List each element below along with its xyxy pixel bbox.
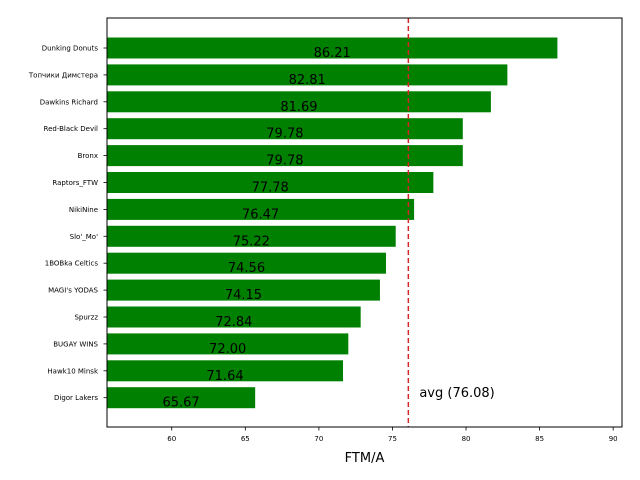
data-label-9: 74.15: [225, 288, 262, 303]
data-label-4: 79.78: [266, 154, 303, 169]
x-axis-title: FTM/A: [345, 451, 385, 466]
bar-13: [107, 387, 256, 409]
y-tick-label-4: Bronx: [78, 152, 98, 160]
x-tick-label-4: 80: [462, 435, 471, 443]
y-tick-label-12: Hawk10 Minsk: [47, 367, 99, 375]
x-tick-label-2: 70: [314, 435, 323, 443]
data-label-6: 76.47: [242, 207, 279, 222]
bar-5: [107, 172, 434, 193]
x-tick-label-3: 75: [388, 435, 397, 443]
plot-frame: [106, 17, 623, 428]
bar-7: [107, 225, 396, 247]
y-tick-label-13: Digor Lakers: [54, 394, 98, 402]
y-tick-label-6: NikiNine: [69, 206, 98, 214]
data-label-12: 71.64: [206, 369, 243, 384]
data-label-10: 72.84: [215, 315, 252, 330]
data-label-11: 72.00: [209, 342, 246, 357]
x-tick-label-1: 65: [241, 435, 250, 443]
data-labels-layer: 86.21 82.81 81.69 79.78 79.78 77.78 76.47 75.22…: [162, 46, 350, 411]
y-tick-label-1: Топчики Димстера: [28, 71, 98, 79]
y-tick-label-3: Red-Black Devil: [44, 125, 99, 133]
data-label-7: 75.22: [233, 234, 270, 249]
bar-3: [107, 118, 463, 140]
y-tick-label-11: BUGAY WINS: [53, 340, 98, 348]
y-tick-label-0: Dunking Donuts: [42, 45, 99, 53]
bars-layer: [107, 37, 558, 409]
y-tick-label-7: Slo'_Mo': [70, 233, 98, 241]
data-label-8: 74.56: [228, 261, 265, 276]
y-tick-label-2: Dawkins Richard: [40, 98, 98, 106]
bar-8: [107, 252, 386, 274]
average-reference-label: avg (76.08): [419, 386, 494, 401]
x-tick-label-0: 60: [167, 435, 176, 443]
bar-0: [107, 37, 558, 59]
bar-6: [107, 198, 415, 220]
bar-2: [107, 91, 491, 113]
bar-1: [107, 64, 508, 86]
x-tick-label-5: 85: [535, 435, 544, 443]
y-tick-label-8: 1BOBka Celtics: [45, 260, 99, 268]
data-label-13: 65.67: [162, 396, 199, 411]
data-label-1: 82.81: [289, 73, 326, 88]
data-label-5: 77.78: [252, 181, 289, 196]
y-tick-label-9: MAGI's YODAS: [48, 287, 98, 295]
x-axis-ticks: 60 65 70 75 80 85 90: [167, 427, 618, 443]
bar-12: [107, 360, 344, 382]
y-tick-label-5: Raptors_FTW: [52, 179, 98, 187]
bar-10: [107, 306, 361, 328]
x-tick-label-6: 90: [609, 435, 618, 443]
bar-9: [107, 279, 380, 301]
y-tick-label-10: Spurzz: [74, 314, 98, 322]
bar-4: [107, 145, 463, 167]
data-label-0: 86.21: [314, 46, 351, 61]
bar-11: [107, 333, 349, 355]
data-label-2: 81.69: [280, 100, 317, 115]
data-label-3: 79.78: [266, 127, 303, 142]
y-axis-ticks: Dunking Donuts Топчики Димстера Dawkins Ri…: [28, 45, 107, 402]
